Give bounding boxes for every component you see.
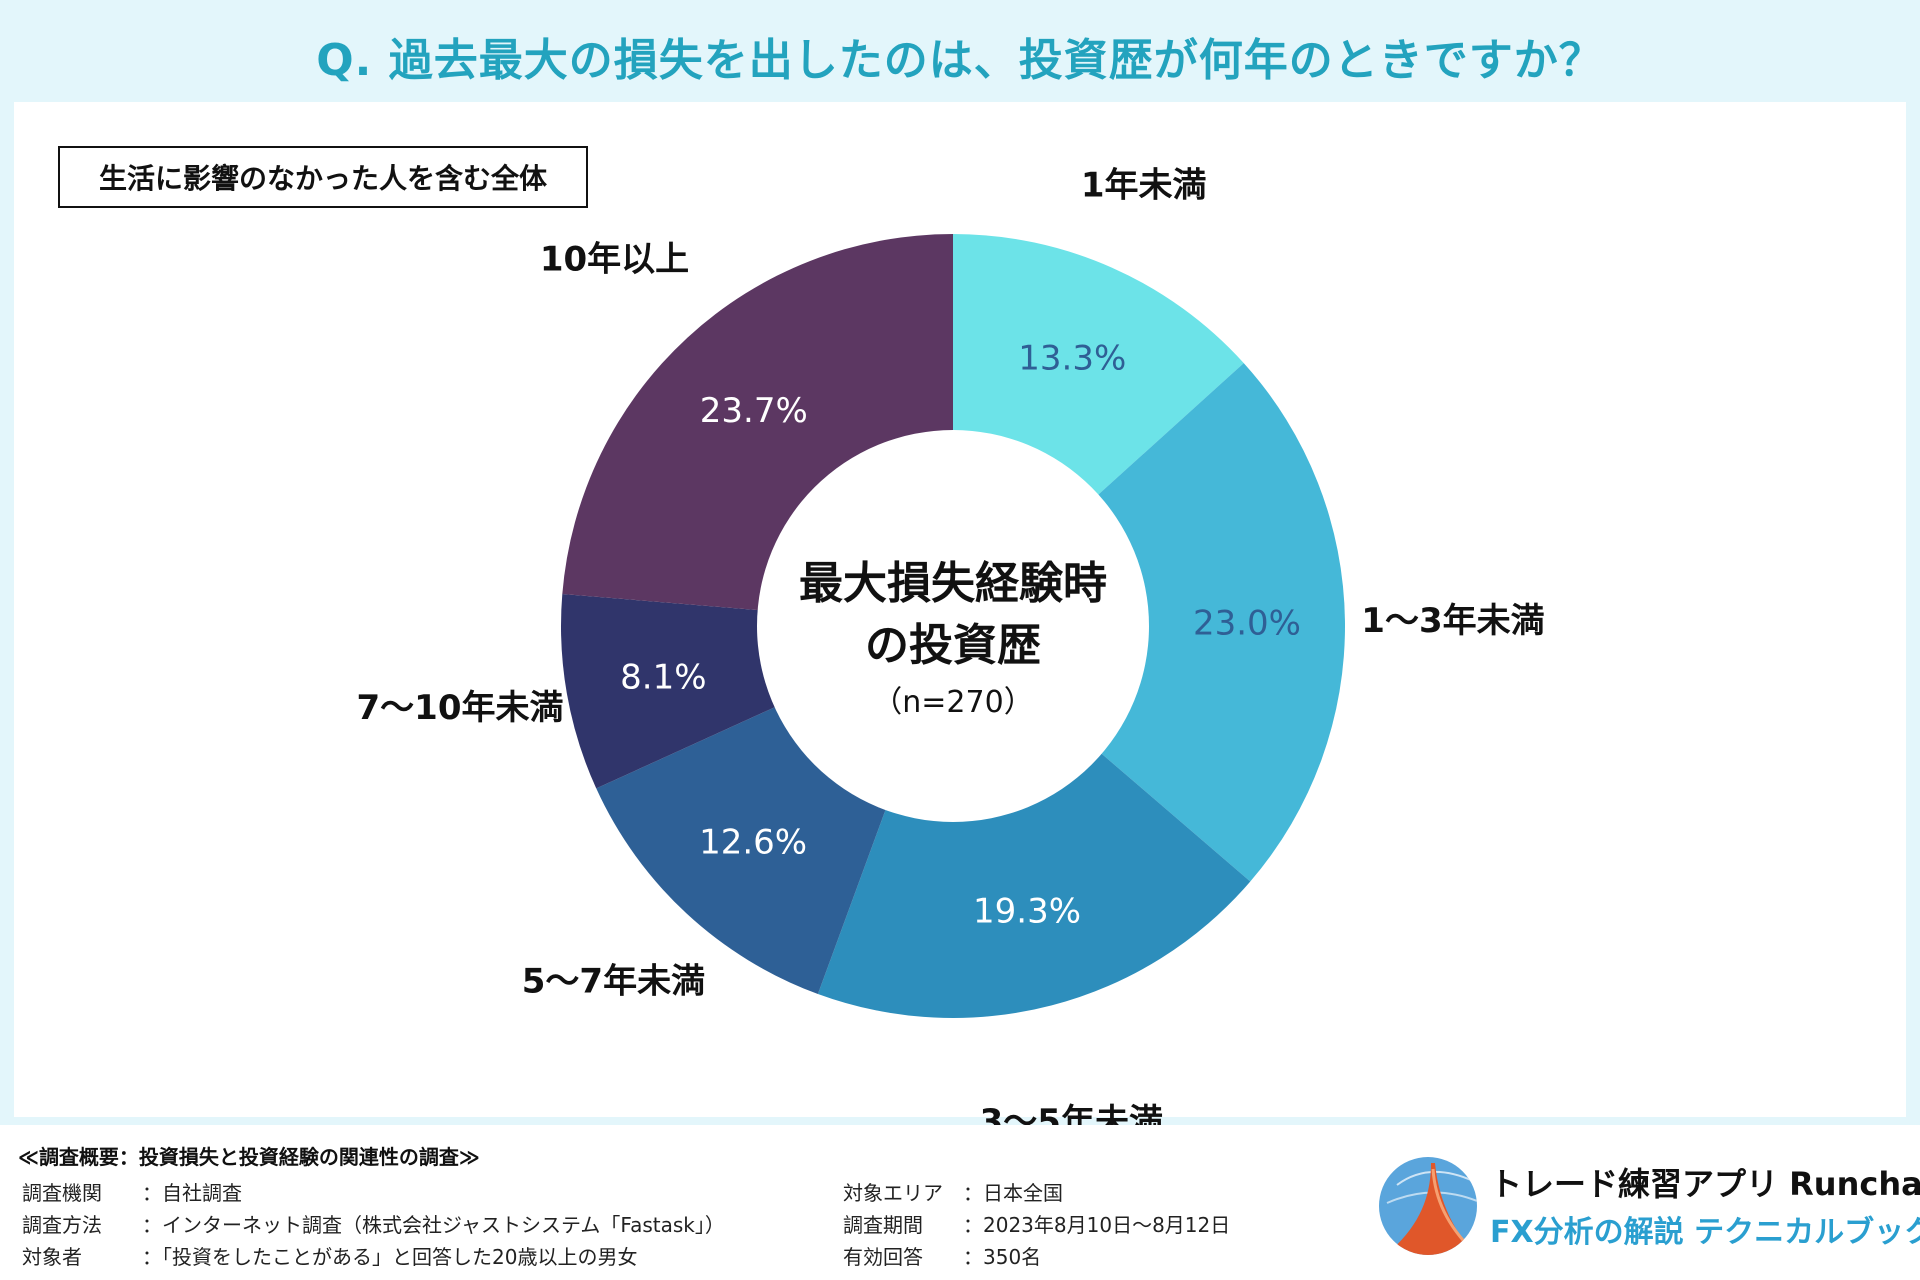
survey-method-key: 調査方法	[22, 1213, 102, 1237]
brand-name: トレード練習アプリ Runcha	[1490, 1165, 1920, 1203]
category-label-2: 1〜3年未満	[1361, 601, 1544, 641]
survey-target-key: 対象者	[22, 1245, 82, 1269]
donut-hole	[757, 430, 1149, 822]
survey-footer: ≪調査概要：投資損失と投資経験の関連性の調査≫ 調査機関 ：自社調査 調査方法 ：イ…	[0, 1125, 1920, 1280]
survey-period-row: 調査期間 ：2023年8月10日〜8月12日	[843, 1209, 1230, 1238]
value-label-group: 13.3% 23.0% 19.3% 12.6% 8.1% 23.7%	[620, 338, 1301, 931]
survey-responses-value: ：350名	[963, 1245, 1042, 1269]
value-label-5: 8.1%	[620, 658, 706, 698]
center-sample-size: （n=270）	[872, 685, 1033, 720]
brand-subtitle: FX分析の解説 テクニカルブック	[1490, 1215, 1920, 1250]
survey-area-row: 対象エリア ：日本全国	[843, 1177, 1063, 1206]
survey-area-value: ：日本全国	[963, 1181, 1063, 1205]
category-label-6: 10年以上	[540, 239, 689, 279]
survey-area-key: 対象エリア	[843, 1181, 943, 1205]
value-label-6: 23.7%	[700, 391, 808, 431]
survey-responses-row: 有効回答 ：350名	[843, 1241, 1041, 1270]
survey-period-key: 調査期間	[843, 1213, 923, 1237]
category-label-4: 5〜7年未満	[522, 962, 705, 1002]
survey-period-value: ：2023年8月10日〜8月12日	[963, 1213, 1231, 1237]
survey-method-value: ：インターネット調査（株式会社ジャストシステム「Fastask」）	[142, 1213, 725, 1237]
center-title-line1: 最大損失経験時	[799, 558, 1107, 609]
survey-org-row: 調査機関 ：自社調査	[22, 1177, 242, 1206]
survey-method-row: 調査方法 ：インターネット調査（株式会社ジャストシステム「Fastask」）	[22, 1209, 725, 1238]
slice-2	[953, 363, 1345, 882]
survey-heading: ≪調査概要：投資損失と投資経験の関連性の調査≫	[18, 1145, 480, 1169]
category-label-group: 1年未満 1〜3年未満 3〜5年未満 5〜7年未満 7〜10年未満 10年以上	[357, 165, 1545, 1125]
donut-chart: 13.3% 23.0% 19.3% 12.6% 8.1% 23.7% 1年未満 1〜3年未満…	[357, 165, 1545, 1125]
runcha-logo-icon	[1379, 1157, 1477, 1255]
survey-target-row: 対象者 ：「投資をしたことがある」と回答した20歳以上の男女	[22, 1241, 637, 1270]
value-label-2: 23.0%	[1193, 603, 1301, 643]
value-label-4: 12.6%	[699, 823, 807, 863]
category-label-1: 1年未満	[1081, 165, 1207, 205]
center-title-line2: の投資歴	[865, 620, 1041, 671]
survey-org-value: ：自社調査	[142, 1181, 242, 1205]
survey-org-key: 調査機関	[22, 1181, 102, 1205]
category-label-5: 7〜10年未満	[357, 688, 564, 728]
survey-responses-key: 有効回答	[843, 1245, 923, 1269]
category-label-3: 3〜5年未満	[980, 1102, 1163, 1125]
page-title: Q. 過去最大の損失を出したのは、投資歴が何年のときですか？	[316, 35, 1604, 86]
value-label-1: 13.3%	[1018, 338, 1126, 378]
survey-target-value: ：「投資をしたことがある」と回答した20歳以上の男女	[142, 1245, 638, 1269]
value-label-3: 19.3%	[973, 892, 1081, 932]
subset-label: 生活に影響のなかった人を含む全体	[58, 146, 588, 208]
